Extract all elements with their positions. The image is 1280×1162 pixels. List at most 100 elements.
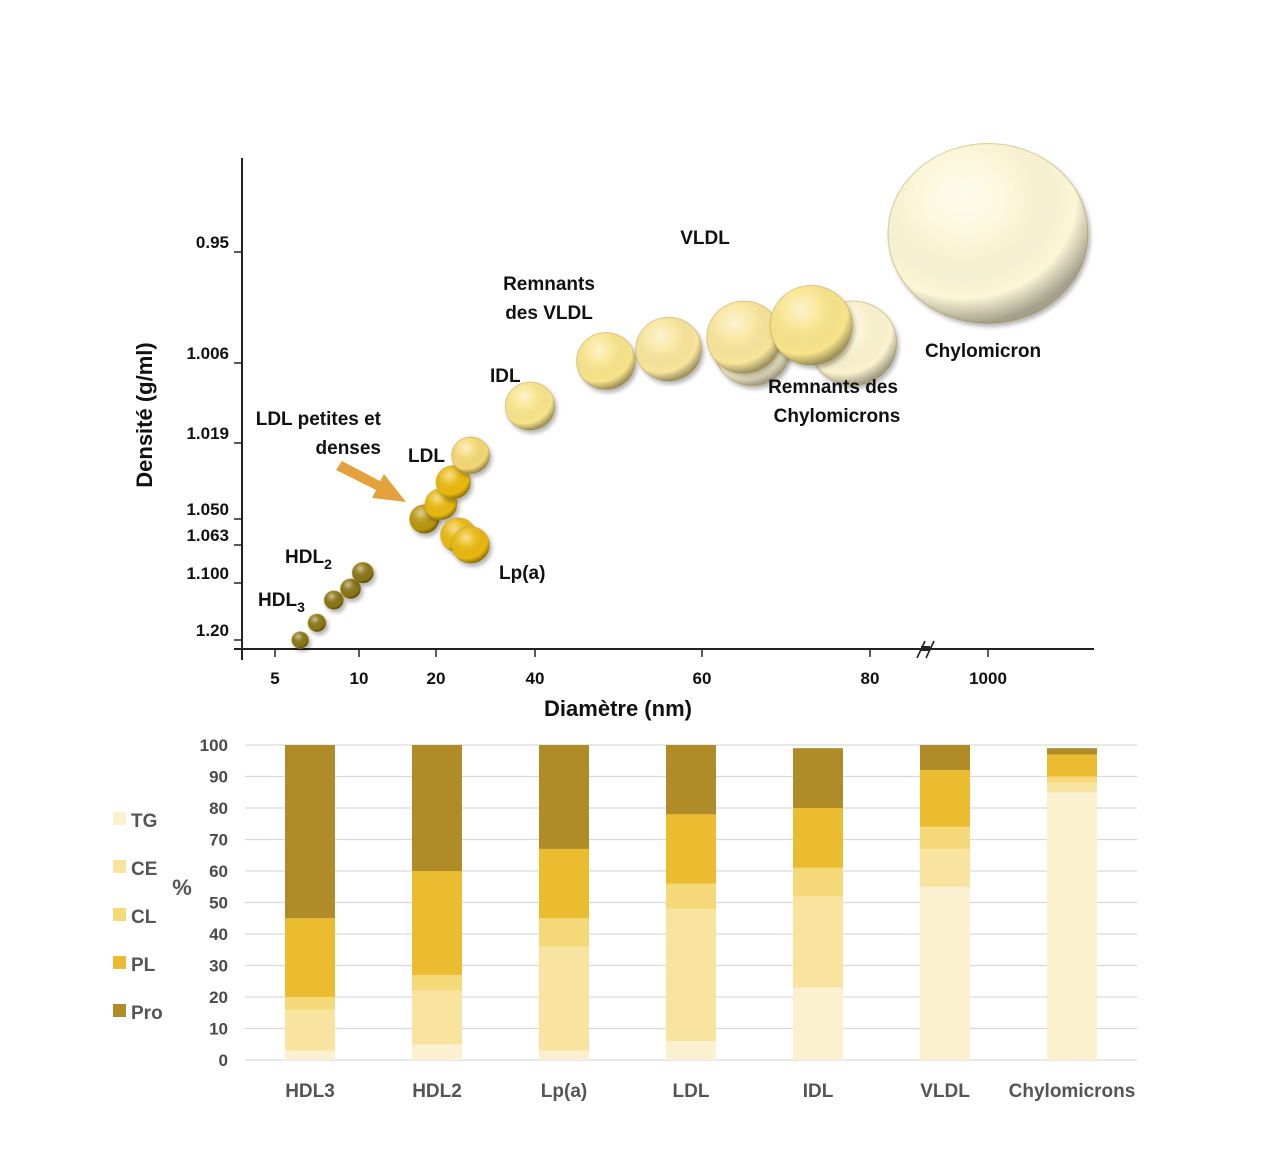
bar-y-tick-label: 50 [209, 894, 228, 913]
category-label: Chylomicrons [1009, 1081, 1136, 1102]
bar-segment-pro [1047, 748, 1097, 755]
label-chylomicron-remnants-line2: Chylomicrons [774, 406, 901, 427]
bar-segment-ce [1047, 782, 1097, 793]
bar-segment-tg [412, 1044, 462, 1060]
y-axis-title: Densité (g/ml) [132, 342, 157, 487]
x-tick-label: 40 [526, 669, 545, 688]
bar-y-tick-label: 20 [209, 988, 228, 1007]
category-label: Lp(a) [541, 1081, 587, 1102]
legend: TG CE CL PL Pro [113, 811, 163, 1024]
legend-item-cl: CL [113, 907, 157, 928]
x-axis-ticks: 5 10 20 40 60 80 1000 [270, 650, 1007, 688]
label-ldl-small-dense-line1: LDL petites et [256, 409, 382, 430]
bar-segment-pro [412, 745, 462, 871]
bar-y-tick-label: 10 [209, 1020, 228, 1039]
bar-segment-pro [793, 748, 843, 808]
bar-y-tick-label: 80 [209, 799, 228, 818]
particle-chylomicron [887, 143, 1089, 324]
y-tick-label: 1.20 [196, 621, 229, 640]
bar-segment-ce [793, 896, 843, 988]
legend-label: CE [131, 859, 157, 880]
bar-segment-pro [666, 745, 716, 815]
x-tick-label: 5 [270, 669, 279, 688]
arrow-icon [336, 461, 406, 502]
legend-item-pro: Pro [113, 1003, 163, 1024]
legend-item-ce: CE [113, 859, 157, 880]
legend-label: Pro [131, 1003, 163, 1024]
particle-hdl2 [351, 561, 375, 584]
legend-swatch [113, 860, 126, 873]
category-label: VLDL [920, 1081, 970, 1102]
bar-y-tick-label: 30 [209, 957, 228, 976]
bar-y-tick-label: 60 [209, 862, 228, 881]
bar-segment-cl [793, 867, 843, 897]
label-ldl: LDL [408, 446, 445, 467]
particle-ldl [451, 436, 491, 475]
bar-segment-ce [539, 946, 589, 1051]
label-vldl-remnants-line2: des VLDL [505, 303, 593, 324]
bar-hdl3 [285, 745, 335, 1060]
particle-lp-a- [451, 526, 491, 564]
bar-segment-pl [920, 770, 970, 827]
stacked-bars [285, 745, 1097, 1060]
bar-chylomicrons [1047, 748, 1097, 1060]
particle-remnants-des-vldl [635, 316, 702, 382]
legend-label: PL [131, 955, 156, 976]
label-lpa: Lp(a) [499, 563, 545, 584]
particle-hdl2 [323, 590, 344, 610]
bar-y-axis-ticks: 0 10 20 30 40 50 60 70 80 90 100 [200, 736, 228, 1070]
bar-hdl2 [412, 745, 462, 1060]
bar-segment-pl [539, 848, 589, 919]
x-tick-label: 20 [427, 669, 446, 688]
bar-segment-tg [920, 886, 970, 1060]
category-label: HDL2 [412, 1081, 462, 1102]
label-vldl: VLDL [680, 228, 730, 249]
lipoprotein-composition-chart: 0 10 20 30 40 50 60 70 80 90 100 HDL3 HDL2 Lp(a) LDL I… [113, 736, 1137, 1102]
bar-idl [793, 748, 843, 1060]
label-ldl-small-dense-line2: denses [316, 438, 381, 459]
bar-vldl [920, 745, 970, 1060]
bar-segment-pro [285, 745, 335, 919]
bar-segment-pl [666, 814, 716, 884]
lipoprotein-density-diameter-chart: 0.95 1.006 1.019 1.050 1.063 1.100 1.20 5 10 20 4… [132, 143, 1094, 721]
bar-lpa [539, 745, 589, 1060]
bar-segment-pro [539, 745, 589, 849]
label-chylomicron: Chylomicron [925, 341, 1041, 362]
bar-segment-cl [412, 974, 462, 991]
x-axis-title: Diamètre (nm) [544, 696, 692, 721]
legend-swatch [113, 1004, 126, 1017]
particle-hdl2 [339, 578, 362, 600]
legend-swatch [113, 956, 126, 969]
bar-segment-pl [793, 808, 843, 868]
legend-swatch [113, 812, 126, 825]
category-label: HDL3 [285, 1081, 335, 1102]
bar-segment-tg [539, 1050, 589, 1060]
y-axis-ticks: 0.95 1.006 1.019 1.050 1.063 1.100 1.20 [186, 233, 242, 641]
bar-segment-cl [920, 826, 970, 849]
bar-segment-tg [666, 1041, 716, 1060]
particle-vldl [769, 285, 853, 366]
y-tick-label: 1.050 [186, 500, 229, 519]
bar-segment-ce [920, 848, 970, 887]
bar-y-tick-label: 0 [219, 1051, 228, 1070]
bar-y-tick-label: 90 [209, 768, 228, 787]
bar-segment-ce [412, 990, 462, 1045]
y-tick-label: 1.063 [186, 526, 229, 545]
particles [291, 143, 1089, 649]
legend-label: TG [131, 811, 157, 832]
particle-hdl3 [307, 613, 327, 633]
bar-segment-pro [920, 745, 970, 771]
particle-remnants-des-vldl [576, 332, 636, 390]
particle-vldl [706, 300, 782, 374]
bar-segment-pl [285, 918, 335, 997]
category-labels: HDL3 HDL2 Lp(a) LDL IDL VLDL Chylomicrons [285, 1081, 1135, 1102]
y-tick-label: 1.019 [186, 424, 229, 443]
category-label: IDL [803, 1081, 834, 1102]
bar-y-tick-label: 70 [209, 831, 228, 850]
legend-item-pl: PL [113, 955, 156, 976]
legend-label: CL [131, 907, 157, 928]
label-chylomicron-remnants-line1: Remnants des [768, 377, 898, 398]
y-tick-label: 1.100 [186, 564, 229, 583]
category-label: LDL [673, 1081, 710, 1102]
label-hdl3: HDL3 [258, 590, 305, 615]
